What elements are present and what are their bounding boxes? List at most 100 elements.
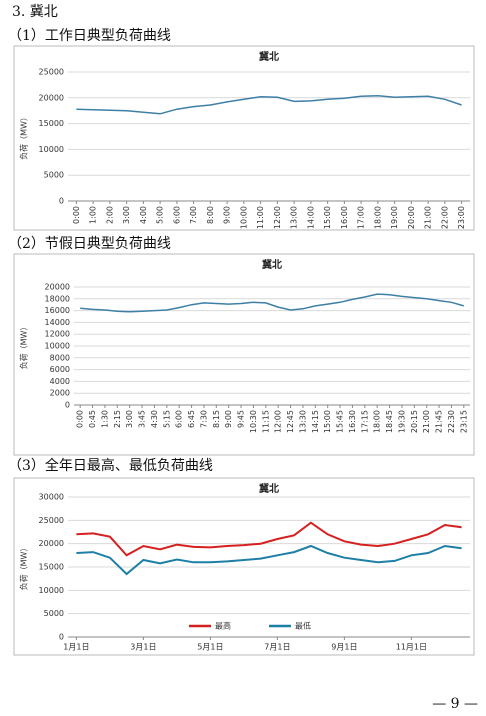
x-tick-label: 6:00 [175,410,184,428]
y-tick-label: 10000 [45,342,70,351]
x-tick-label: 21:00 [422,410,431,433]
x-tick-label: 5月1日 [197,643,223,652]
x-tick-label: 15:00 [323,410,332,433]
y-tick-label: 2000 [50,389,70,398]
x-tick-label: 22:00 [440,206,449,229]
y-axis-label: 负荷（MW） [19,544,29,591]
y-tick-label: 20000 [45,283,70,292]
y-axis-label: 负荷（MW） [19,323,29,370]
x-tick-label: 19:30 [397,410,406,433]
x-tick-label: 9月1日 [331,643,357,652]
x-tick-label: 17:15 [360,410,369,433]
x-tick-label: 1:00 [89,206,98,224]
chart-title: 冀北 [259,50,279,63]
x-tick-label: 19:00 [390,206,399,229]
x-tick-label: 3月1日 [130,643,156,652]
x-tick-label: 5:00 [156,206,165,224]
x-tick-label: 18:45 [385,410,394,433]
chart-title: 冀北 [262,258,282,271]
x-tick-label: 0:00 [72,206,81,224]
x-tick-label: 17:00 [357,206,366,229]
x-tick-label: 4:00 [139,206,148,224]
y-tick-label: 5000 [44,609,64,618]
x-tick-label: 14:15 [311,410,320,433]
x-tick-label: 4:30 [150,410,159,428]
x-tick-label: 23:15 [459,410,468,433]
data-line [80,293,465,313]
x-tick-label: 15:45 [336,410,345,433]
x-tick-label: 15:00 [323,206,332,229]
x-tick-label: 13:30 [298,410,307,433]
x-tick-label: 16:30 [348,410,357,433]
y-tick-label: 16000 [45,306,70,315]
x-tick-label: 6:45 [187,410,196,428]
y-axis-label: 负荷（MW） [19,113,29,160]
y-tick-label: 0 [65,401,70,410]
x-tick-label: 16:00 [340,206,349,229]
x-tick-label: 8:15 [212,410,221,428]
data-line [76,94,462,115]
x-tick-label: 11月1日 [396,643,427,652]
x-tick-label: 11:00 [256,206,265,229]
page-number: — 9 — [432,696,478,712]
x-tick-label: 2:15 [113,410,122,428]
x-tick-label: 12:45 [286,410,295,433]
x-tick-label: 7:30 [199,410,208,428]
x-tick-label: 10:30 [249,410,258,433]
x-tick-label: 12:00 [273,206,282,229]
y-tick-label: 30000 [39,493,64,502]
x-tick-label: 21:00 [424,206,433,229]
x-tick-label: 22:30 [447,410,456,433]
data-line [76,521,462,557]
y-tick-label: 20000 [39,539,64,548]
x-tick-label: 13:00 [290,206,299,229]
data-line [76,544,462,576]
x-tick-label: 20:15 [410,410,419,433]
x-tick-label: 8:00 [206,206,215,224]
x-tick-label: 18:00 [373,206,382,229]
x-tick-label: 11:15 [261,410,270,433]
x-tick-label: 14:00 [306,206,315,229]
chart-frame [13,45,475,231]
x-tick-label: 10:00 [239,206,248,229]
x-tick-label: 7月1日 [264,643,290,652]
subtitle: （2）节假日典型负荷曲线 [8,236,171,252]
x-tick-label: 12:00 [274,410,283,433]
x-tick-label: 7:00 [189,206,198,224]
y-tick-label: 25000 [39,516,64,525]
y-tick-label: 10000 [39,145,64,154]
x-tick-label: 5:15 [162,410,171,428]
y-tick-label: 0 [59,197,64,206]
y-tick-label: 12000 [45,330,70,339]
legend-label: 最高 [215,621,231,631]
legend-label: 最低 [295,621,311,631]
y-tick-label: 6000 [50,365,70,374]
x-tick-label: 1:30 [100,410,109,428]
y-tick-label: 10000 [39,586,64,595]
y-tick-label: 5000 [44,171,64,180]
x-tick-label: 21:45 [435,410,444,433]
y-tick-label: 0 [59,633,64,642]
x-tick-label: 6:00 [172,206,181,224]
y-tick-label: 15000 [39,563,64,572]
section-title: 3. 冀北 [12,4,58,20]
y-tick-label: 8000 [50,353,70,362]
y-tick-label: 15000 [39,119,64,128]
chart-title: 冀北 [259,482,279,495]
x-tick-label: 0:45 [88,410,97,428]
x-tick-label: 2:00 [105,206,114,224]
x-tick-label: 20:00 [407,206,416,229]
x-tick-label: 18:00 [373,410,382,433]
x-tick-label: 9:00 [223,206,232,224]
y-tick-label: 20000 [39,93,64,102]
x-tick-label: 1月1日 [63,643,89,652]
y-tick-label: 4000 [50,377,70,386]
x-tick-label: 9:00 [224,410,233,428]
x-tick-label: 9:45 [237,410,246,428]
subtitle: （1）工作日典型负荷曲线 [8,28,171,44]
y-tick-label: 25000 [39,68,64,77]
subtitle: （3）全年日最高、最低负荷曲线 [8,457,213,474]
x-tick-label: 3:00 [122,206,131,224]
x-tick-label: 0:00 [76,410,85,428]
